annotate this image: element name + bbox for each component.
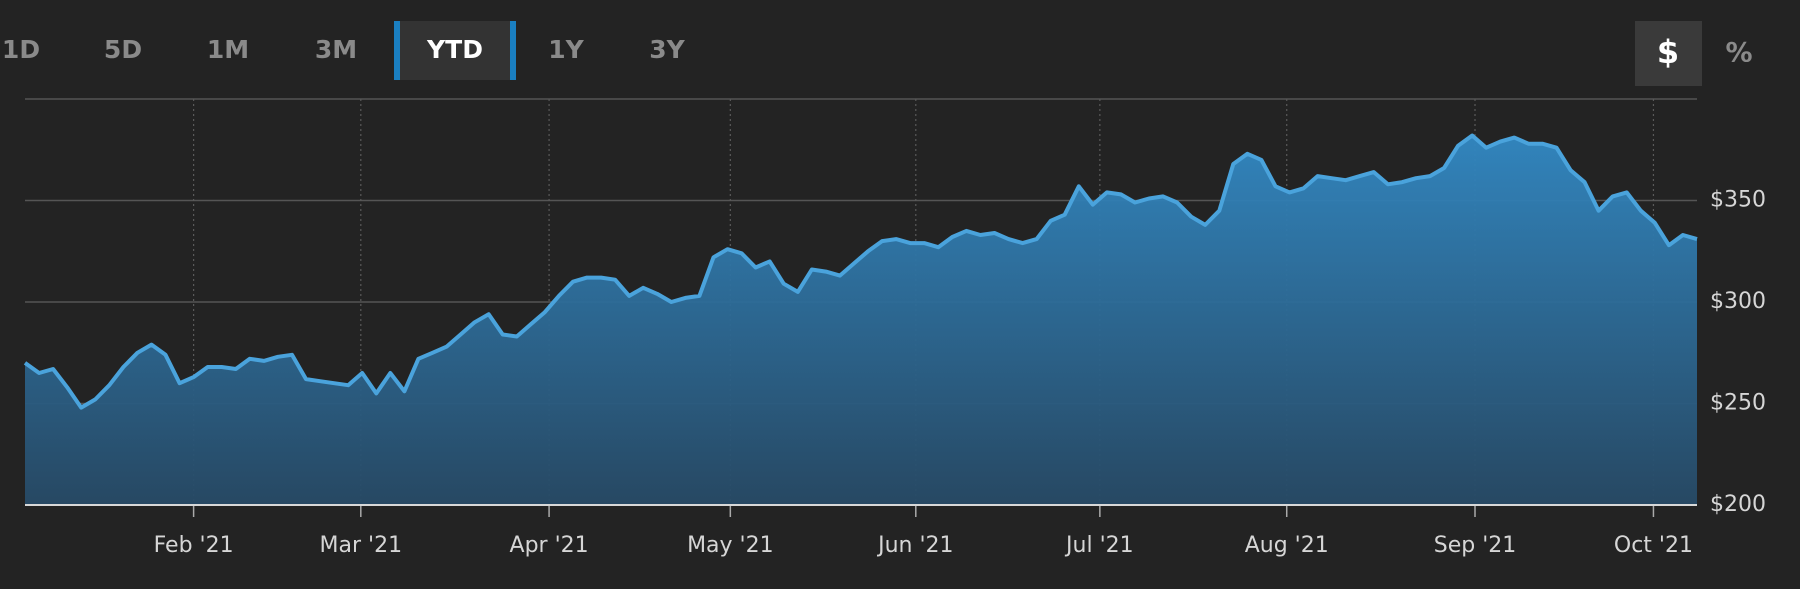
y-tick-label: $250 <box>1710 391 1766 416</box>
price-line <box>23 133 1698 410</box>
range-button[interactable]: 5D <box>104 35 142 64</box>
range-button[interactable]: 1Y <box>548 35 584 64</box>
range-label: 1M <box>207 35 249 64</box>
x-tick-label: Jun '21 <box>876 533 953 558</box>
y-tick-label: $300 <box>1710 289 1766 314</box>
x-tick-label: Jul '21 <box>1064 533 1134 558</box>
range-button-edge <box>394 21 400 80</box>
range-button[interactable]: 3Y <box>649 35 685 64</box>
range-button[interactable]: 1M <box>207 35 249 64</box>
range-label: 3M <box>315 35 357 64</box>
range-button-bg <box>394 21 516 80</box>
mode-button[interactable]: % <box>1725 38 1752 69</box>
x-tick-label: Sep '21 <box>1434 533 1517 558</box>
range-label: 1Y <box>548 35 584 64</box>
range-label: YTD <box>426 35 483 64</box>
x-tick-label: May '21 <box>687 533 774 558</box>
range-button[interactable]: 3M <box>315 35 357 64</box>
mode-button[interactable]: $ <box>1635 21 1702 86</box>
mode-button-bg <box>1635 21 1702 86</box>
range-label: 1D <box>2 35 40 64</box>
y-tick-label: $200 <box>1710 492 1766 517</box>
area-fill <box>25 135 1697 505</box>
x-tick-label: Oct '21 <box>1614 533 1693 558</box>
mode-label: $ <box>1657 33 1679 71</box>
range-button-edge <box>510 21 516 80</box>
x-tick-label: Mar '21 <box>320 533 403 558</box>
x-tick-label: Aug '21 <box>1245 533 1329 558</box>
range-label: 3Y <box>649 35 685 64</box>
x-tick-label: Feb '21 <box>154 533 234 558</box>
range-label: 5D <box>104 35 142 64</box>
range-button[interactable]: 1D <box>2 35 40 64</box>
x-tick-label: Apr '21 <box>510 533 589 558</box>
mode-label: % <box>1725 38 1752 69</box>
y-tick-label: $350 <box>1710 188 1766 213</box>
range-button[interactable]: YTD <box>394 21 516 80</box>
